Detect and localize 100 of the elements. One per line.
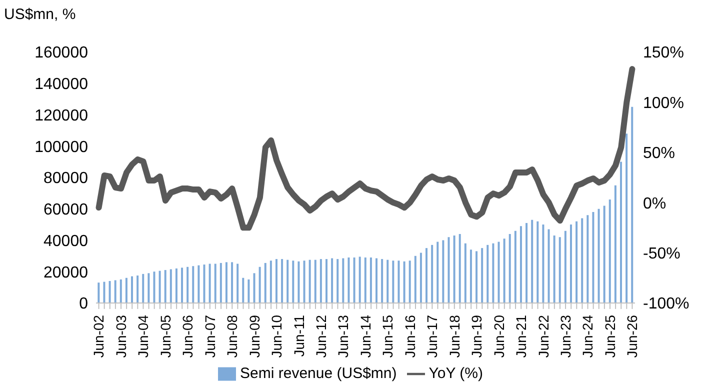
y-tick-label: 80000	[44, 170, 88, 188]
bar	[626, 134, 628, 303]
bar	[603, 206, 606, 303]
y-tick-label: 60000	[44, 202, 88, 219]
x-tick-label: Jun-16	[402, 314, 418, 358]
bar	[248, 279, 250, 303]
bar	[458, 234, 461, 303]
bar	[526, 222, 528, 303]
bar	[531, 220, 534, 303]
bar	[298, 261, 300, 303]
bar	[392, 260, 394, 303]
bar	[348, 257, 350, 303]
bar	[448, 237, 450, 303]
bar	[164, 270, 166, 303]
x-tick-label: Jun-25	[602, 314, 618, 358]
y-tick-label: 0	[79, 296, 88, 313]
bar	[492, 243, 494, 303]
y2-tick-label: 150%	[643, 44, 684, 62]
legend-label: Semi revenue (US$mn)	[240, 364, 397, 382]
bar	[186, 266, 189, 303]
bar	[336, 259, 339, 303]
bar	[314, 260, 316, 303]
bar	[420, 252, 422, 303]
bar	[258, 266, 261, 303]
bar	[486, 244, 489, 303]
bar	[376, 258, 378, 303]
bar	[281, 259, 284, 303]
y-tick-label: 100000	[34, 138, 88, 156]
bar	[558, 237, 561, 303]
bar	[608, 199, 611, 303]
y2-tick-label: -50%	[643, 245, 680, 262]
bar	[253, 273, 256, 303]
x-tick-label: Jun-14	[357, 314, 374, 358]
x-tick-label: Jun-11	[290, 314, 307, 357]
x-tick-label: Jun-20	[490, 314, 507, 358]
bar	[131, 276, 134, 303]
bar	[408, 260, 411, 303]
bar	[264, 262, 266, 303]
x-tick-label: Jun-12	[312, 314, 329, 358]
x-tick-label: Jun-05	[157, 314, 174, 358]
bar	[426, 248, 428, 303]
y-tick-label: 140000	[34, 76, 88, 94]
bar	[125, 278, 128, 303]
x-tick-label: Jun-13	[335, 314, 352, 358]
bar	[292, 260, 294, 303]
y-tick-label: 40000	[44, 232, 88, 250]
bar	[453, 236, 456, 303]
bar	[592, 212, 594, 303]
bar	[342, 258, 344, 303]
bar	[214, 264, 216, 303]
x-tick-label: Jun-15	[380, 314, 396, 358]
bar	[476, 251, 478, 303]
x-tick-label: Jun-09	[246, 314, 262, 358]
bar	[570, 224, 572, 303]
bar	[203, 264, 206, 303]
x-tick-label: Jun-17	[424, 314, 440, 358]
bar	[414, 256, 416, 303]
y-tick-label: 20000	[44, 264, 88, 282]
bar	[481, 248, 484, 303]
bar	[158, 270, 161, 303]
bar	[148, 273, 150, 303]
x-tick-label: Jun-19	[468, 314, 485, 358]
x-tick-label: Jun-21	[513, 314, 530, 358]
bar	[236, 264, 239, 303]
bar	[520, 226, 522, 303]
bar	[403, 261, 406, 303]
bar	[353, 257, 356, 303]
bar	[508, 234, 511, 303]
bar	[576, 221, 578, 303]
bar	[153, 272, 156, 303]
bar	[208, 264, 211, 303]
x-tick-label: Jun-26	[624, 314, 640, 358]
bar	[386, 260, 389, 303]
bar	[98, 282, 100, 303]
bar	[464, 243, 466, 303]
bar	[231, 262, 234, 303]
bar	[308, 260, 311, 303]
bar	[503, 238, 506, 303]
bar	[442, 240, 444, 303]
x-tick-label: Jun-08	[224, 314, 240, 358]
bar	[358, 256, 361, 303]
bar	[136, 276, 139, 303]
bar	[198, 265, 200, 303]
bar	[470, 250, 472, 303]
y-tick-label: 160000	[34, 44, 88, 62]
bar	[370, 257, 372, 303]
bar	[242, 278, 244, 303]
x-tick-label: Jun-22	[535, 314, 552, 358]
bar	[581, 218, 584, 303]
x-tick-label: Jun-07	[202, 314, 218, 358]
y-axis-title: US$mn, %	[4, 6, 76, 23]
bar	[275, 259, 278, 303]
bar	[325, 259, 328, 303]
bar	[431, 244, 434, 303]
bar	[542, 224, 544, 303]
bar	[320, 259, 322, 303]
bar	[170, 269, 172, 303]
bar	[553, 236, 556, 303]
bar	[120, 279, 122, 303]
bar	[498, 242, 500, 303]
